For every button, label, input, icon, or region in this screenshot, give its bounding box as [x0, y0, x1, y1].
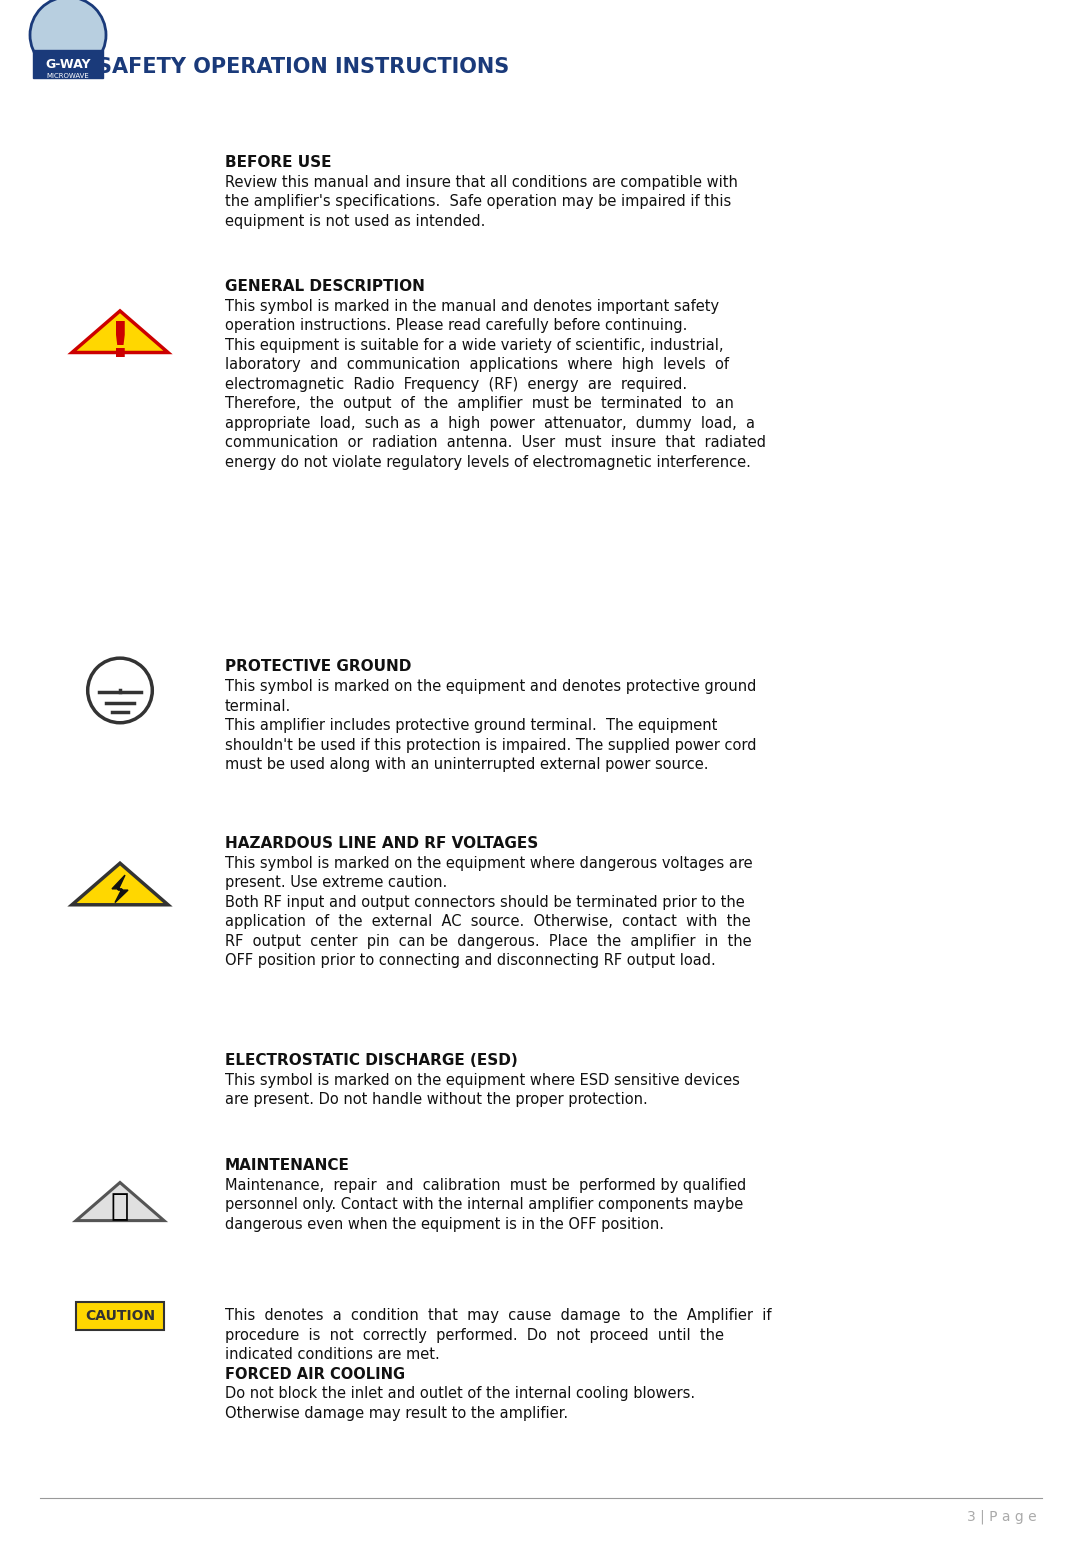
Text: Therefore,  the  output  of  the  amplifier  must be  terminated  to  an: Therefore, the output of the amplifier m…	[225, 396, 734, 412]
Text: are present. Do not handle without the proper protection.: are present. Do not handle without the p…	[225, 1093, 648, 1107]
Polygon shape	[113, 875, 128, 902]
Text: procedure  is  not  correctly  performed.  Do  not  proceed  until  the: procedure is not correctly performed. Do…	[225, 1328, 724, 1342]
Polygon shape	[76, 1183, 164, 1221]
Text: personnel only. Contact with the internal amplifier components maybe: personnel only. Contact with the interna…	[225, 1198, 743, 1212]
Text: MICROWAVE: MICROWAVE	[47, 73, 90, 79]
Text: OFF position prior to connecting and disconnecting RF output load.: OFF position prior to connecting and dis…	[225, 954, 716, 969]
FancyBboxPatch shape	[32, 50, 103, 77]
Text: This symbol is marked in the manual and denotes important safety: This symbol is marked in the manual and …	[225, 299, 720, 314]
Text: the amplifier's specifications.  Safe operation may be impaired if this: the amplifier's specifications. Safe ope…	[225, 195, 731, 209]
Text: shouldn't be used if this protection is impaired. The supplied power cord: shouldn't be used if this protection is …	[225, 738, 756, 752]
Text: RF  output  center  pin  can be  dangerous.  Place  the  amplifier  in  the: RF output center pin can be dangerous. P…	[225, 933, 752, 949]
Text: SAFETY OPERATION INSTRUCTIONS: SAFETY OPERATION INSTRUCTIONS	[97, 57, 510, 76]
Text: Do not block the inlet and outlet of the internal cooling blowers.: Do not block the inlet and outlet of the…	[225, 1385, 695, 1401]
Text: Maintenance,  repair  and  calibration  must be  performed by qualified: Maintenance, repair and calibration must…	[225, 1178, 747, 1194]
Text: laboratory  and  communication  applications  where  high  levels  of: laboratory and communication application…	[225, 358, 729, 372]
Circle shape	[30, 0, 106, 73]
Text: PROTECTIVE GROUND: PROTECTIVE GROUND	[225, 659, 411, 675]
Polygon shape	[72, 864, 168, 904]
Text: 🔧: 🔧	[110, 1192, 129, 1221]
Text: ELECTROSTATIC DISCHARGE (ESD): ELECTROSTATIC DISCHARGE (ESD)	[225, 1053, 518, 1068]
Text: MAINTENANCE: MAINTENANCE	[225, 1158, 349, 1173]
Text: This symbol is marked on the equipment where ESD sensitive devices: This symbol is marked on the equipment w…	[225, 1073, 740, 1088]
Text: HAZARDOUS LINE AND RF VOLTAGES: HAZARDOUS LINE AND RF VOLTAGES	[225, 836, 538, 851]
Text: Review this manual and insure that all conditions are compatible with: Review this manual and insure that all c…	[225, 175, 738, 190]
Polygon shape	[72, 311, 168, 353]
Text: GENERAL DESCRIPTION: GENERAL DESCRIPTION	[225, 279, 425, 294]
Text: !: !	[108, 319, 131, 367]
Text: This  denotes  a  condition  that  may  cause  damage  to  the  Amplifier  if: This denotes a condition that may cause …	[225, 1308, 771, 1324]
FancyBboxPatch shape	[76, 1302, 164, 1330]
Text: dangerous even when the equipment is in the OFF position.: dangerous even when the equipment is in …	[225, 1217, 664, 1232]
Text: FORCED AIR COOLING: FORCED AIR COOLING	[225, 1367, 405, 1381]
Text: terminal.: terminal.	[225, 700, 291, 714]
Text: This symbol is marked on the equipment and denotes protective ground: This symbol is marked on the equipment a…	[225, 680, 756, 695]
Text: application  of  the  external  AC  source.  Otherwise,  contact  with  the: application of the external AC source. O…	[225, 915, 751, 929]
Text: This amplifier includes protective ground terminal.  The equipment: This amplifier includes protective groun…	[225, 718, 717, 734]
Text: operation instructions. Please read carefully before continuing.: operation instructions. Please read care…	[225, 319, 687, 333]
Text: communication  or  radiation  antenna.  User  must  insure  that  radiated: communication or radiation antenna. User…	[225, 435, 766, 450]
Text: This symbol is marked on the equipment where dangerous voltages are: This symbol is marked on the equipment w…	[225, 856, 753, 872]
Text: equipment is not used as intended.: equipment is not used as intended.	[225, 214, 486, 229]
Text: This equipment is suitable for a wide variety of scientific, industrial,: This equipment is suitable for a wide va…	[225, 337, 724, 353]
Text: must be used along with an uninterrupted external power source.: must be used along with an uninterrupted…	[225, 757, 709, 772]
Text: appropriate  load,  such as  a  high  power  attenuator,  dummy  load,  a: appropriate load, such as a high power a…	[225, 416, 755, 430]
Text: 3 | P a g e: 3 | P a g e	[967, 1509, 1037, 1525]
Text: CAUTION: CAUTION	[85, 1310, 155, 1324]
Text: Both RF input and output connectors should be terminated prior to the: Both RF input and output connectors shou…	[225, 895, 744, 910]
Text: indicated conditions are met.: indicated conditions are met.	[225, 1347, 439, 1362]
Text: Otherwise damage may result to the amplifier.: Otherwise damage may result to the ampli…	[225, 1406, 568, 1421]
Text: BEFORE USE: BEFORE USE	[225, 155, 331, 170]
Text: electromagnetic  Radio  Frequency  (RF)  energy  are  required.: electromagnetic Radio Frequency (RF) ene…	[225, 376, 687, 392]
Text: present. Use extreme caution.: present. Use extreme caution.	[225, 876, 447, 890]
Text: G-WAY: G-WAY	[45, 57, 91, 71]
Text: energy do not violate regulatory levels of electromagnetic interference.: energy do not violate regulatory levels …	[225, 455, 751, 469]
